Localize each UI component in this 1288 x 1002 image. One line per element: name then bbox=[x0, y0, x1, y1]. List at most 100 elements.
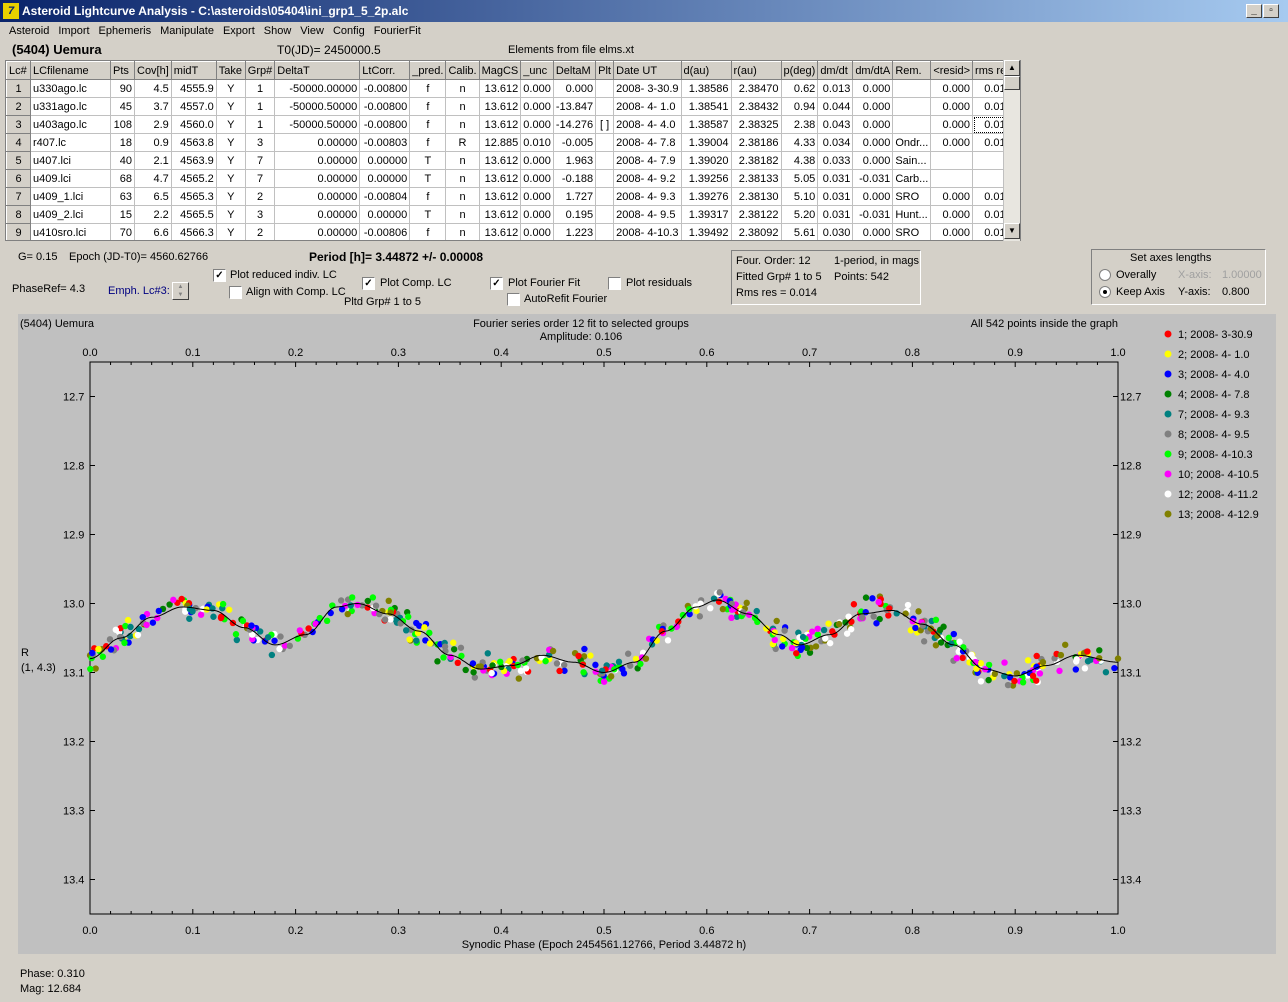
table-cell[interactable]: 2.38122 bbox=[730, 205, 782, 224]
table-cell[interactable]: 0.000 bbox=[930, 187, 974, 206]
table-cell[interactable]: 2008- 4- 9.5 bbox=[613, 205, 682, 224]
column-header[interactable]: DeltaT bbox=[274, 61, 361, 80]
column-header[interactable]: dm/dtA bbox=[852, 61, 894, 80]
table-cell[interactable]: [ ] bbox=[595, 115, 615, 134]
row-header[interactable]: 1 bbox=[6, 79, 31, 98]
scroll-thumb[interactable] bbox=[1004, 76, 1020, 90]
column-header[interactable]: Calib. bbox=[445, 61, 480, 80]
table-cell[interactable]: 1.39256 bbox=[680, 169, 732, 188]
table-scrollbar[interactable]: ▲ ▼ bbox=[1003, 60, 1020, 241]
align-comp-checkbox[interactable] bbox=[229, 286, 242, 299]
table-cell[interactable]: 0.000 bbox=[852, 223, 894, 240]
table-cell[interactable]: 0.195 bbox=[552, 205, 597, 224]
table-cell[interactable]: 0.000 bbox=[852, 133, 894, 152]
table-cell[interactable]: f bbox=[409, 187, 447, 206]
menu-import[interactable]: Import bbox=[58, 25, 90, 37]
column-header[interactable]: <resid> bbox=[930, 61, 974, 80]
table-cell[interactable]: Y bbox=[215, 97, 246, 116]
table-cell[interactable]: f bbox=[409, 79, 447, 98]
table-cell[interactable]: -0.031 bbox=[852, 169, 894, 188]
table-cell[interactable]: u409_2.lci bbox=[30, 205, 111, 224]
table-cell[interactable]: 4565.3 bbox=[170, 187, 217, 206]
table-cell[interactable] bbox=[892, 115, 932, 134]
autorefit-checkbox[interactable] bbox=[507, 293, 520, 306]
table-cell[interactable]: 5.20 bbox=[780, 205, 819, 224]
table-cell[interactable]: 0.000 bbox=[520, 115, 554, 134]
table-cell[interactable]: 0.000 bbox=[552, 79, 597, 98]
table-cell[interactable]: 0.00000 bbox=[274, 205, 361, 224]
menu-asteroid[interactable]: Asteroid bbox=[9, 25, 50, 37]
table-cell[interactable]: 40 bbox=[110, 151, 135, 170]
table-cell[interactable]: 2.38186 bbox=[730, 133, 782, 152]
table-row[interactable]: 2 u331ago.lc 45 3.7 4557.0 Y 1 -50000.50000 -0.0… bbox=[6, 97, 1015, 116]
spin-down-icon[interactable]: ▼ bbox=[177, 292, 184, 298]
table-cell[interactable]: 4560.0 bbox=[170, 115, 217, 134]
menu-view[interactable]: View bbox=[300, 25, 324, 37]
plot-reduced-checkbox[interactable]: ✓ bbox=[213, 269, 226, 282]
menu-config[interactable]: Config bbox=[332, 25, 365, 37]
table-cell[interactable]: 70 bbox=[110, 223, 135, 240]
table-cell[interactable]: n bbox=[445, 187, 480, 206]
table-cell[interactable]: 0.000 bbox=[520, 97, 554, 116]
table-cell[interactable]: Hunt... bbox=[892, 205, 932, 224]
table-cell[interactable] bbox=[595, 133, 615, 152]
table-cell[interactable]: 13.612 bbox=[478, 79, 522, 98]
column-header[interactable]: midT bbox=[170, 61, 217, 80]
table-cell[interactable]: 0.000 bbox=[520, 169, 554, 188]
table-cell[interactable]: -0.00804 bbox=[359, 187, 411, 206]
table-cell[interactable]: 0.034 bbox=[817, 133, 854, 152]
table-cell[interactable]: 0.044 bbox=[817, 97, 854, 116]
scroll-up-icon[interactable]: ▲ bbox=[1004, 60, 1020, 76]
table-cell[interactable]: -0.005 bbox=[552, 133, 597, 152]
table-cell[interactable]: u409.lci bbox=[30, 169, 111, 188]
table-cell[interactable]: 5.61 bbox=[780, 223, 819, 240]
column-header[interactable]: MagCS bbox=[478, 61, 522, 80]
table-cell[interactable]: 0.94 bbox=[780, 97, 819, 116]
table-cell[interactable]: 0.000 bbox=[520, 79, 554, 98]
table-cell[interactable]: 0.000 bbox=[852, 151, 894, 170]
table-cell[interactable]: -0.00800 bbox=[359, 115, 411, 134]
table-cell[interactable]: -0.00803 bbox=[359, 133, 411, 152]
table-cell[interactable]: Sain... bbox=[892, 151, 932, 170]
table-cell[interactable]: 13.612 bbox=[478, 115, 522, 134]
table-cell[interactable]: 15 bbox=[110, 205, 135, 224]
table-cell[interactable]: R bbox=[445, 133, 480, 152]
table-cell[interactable] bbox=[595, 151, 615, 170]
table-cell[interactable] bbox=[595, 205, 615, 224]
table-cell[interactable]: T bbox=[409, 205, 447, 224]
table-cell[interactable]: 4555.9 bbox=[170, 79, 217, 98]
table-cell[interactable]: 4.33 bbox=[780, 133, 819, 152]
table-cell[interactable]: u330ago.lc bbox=[30, 79, 111, 98]
table-cell[interactable]: 0.00000 bbox=[274, 223, 361, 240]
table-cell[interactable]: 6.5 bbox=[134, 187, 172, 206]
table-cell[interactable]: -0.188 bbox=[552, 169, 597, 188]
table-cell[interactable]: Ondr... bbox=[892, 133, 932, 152]
table-cell[interactable]: -50000.00000 bbox=[274, 79, 361, 98]
table-cell[interactable]: 0.000 bbox=[930, 115, 974, 134]
column-header[interactable]: Rem. bbox=[892, 61, 932, 80]
column-header[interactable]: Lc# bbox=[6, 61, 31, 80]
column-header[interactable]: Date UT bbox=[613, 61, 682, 80]
menu-ephemeris[interactable]: Ephemeris bbox=[98, 25, 152, 37]
table-cell[interactable] bbox=[892, 79, 932, 98]
table-cell[interactable]: 2.38470 bbox=[730, 79, 782, 98]
table-cell[interactable]: u403ago.lc bbox=[30, 115, 111, 134]
column-header[interactable]: DeltaM bbox=[552, 61, 597, 80]
table-cell[interactable]: 2.38182 bbox=[730, 151, 782, 170]
table-cell[interactable]: 0.000 bbox=[520, 151, 554, 170]
table-cell[interactable]: 3.7 bbox=[134, 97, 172, 116]
x-axis-value[interactable]: 1.00000 bbox=[1222, 269, 1262, 281]
table-row[interactable]: 7 u409_1.lci 63 6.5 4565.3 Y 2 0.00000 -0.00804 f… bbox=[6, 187, 1015, 206]
table-cell[interactable]: n bbox=[445, 79, 480, 98]
table-cell[interactable]: 0.013 bbox=[817, 79, 854, 98]
table-cell[interactable]: 4.5 bbox=[134, 79, 172, 98]
table-cell[interactable] bbox=[930, 151, 974, 170]
table-row[interactable]: 1 u330ago.lc 90 4.5 4555.9 Y 1 -50000.00000 -0.0… bbox=[6, 79, 1015, 98]
table-cell[interactable]: 0.000 bbox=[520, 205, 554, 224]
table-cell[interactable]: 0.000 bbox=[852, 115, 894, 134]
table-cell[interactable]: 2.2 bbox=[134, 205, 172, 224]
table-cell[interactable]: SRO bbox=[892, 223, 932, 240]
lightcurve-plot-panel[interactable]: (5404) Uemura All 542 points inside the g… bbox=[18, 314, 1276, 954]
table-cell[interactable]: 0.000 bbox=[930, 133, 974, 152]
